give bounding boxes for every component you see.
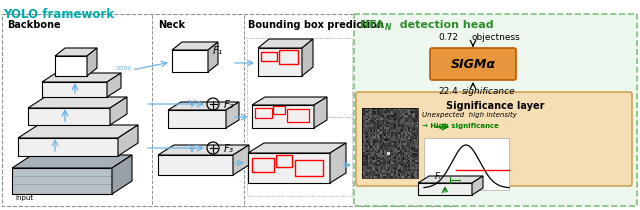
Bar (261, 52, 277, 61)
Polygon shape (107, 73, 121, 97)
Polygon shape (258, 48, 302, 76)
Polygon shape (226, 102, 239, 128)
Bar (273, 106, 285, 114)
Text: YOLO framework: YOLO framework (3, 8, 114, 21)
Polygon shape (252, 105, 314, 128)
Polygon shape (87, 48, 97, 76)
Text: F₂: F₂ (224, 100, 234, 110)
FancyBboxPatch shape (430, 48, 516, 80)
Text: detection head: detection head (392, 20, 493, 30)
Bar (362, 108, 418, 178)
Bar (279, 50, 298, 64)
Text: Backbone: Backbone (7, 20, 61, 30)
Polygon shape (418, 176, 483, 183)
Polygon shape (55, 56, 87, 76)
Bar (276, 155, 292, 167)
Polygon shape (168, 102, 239, 110)
Text: → High significance: → High significance (422, 123, 499, 129)
Text: input: input (15, 195, 33, 201)
Text: F₃: F₃ (224, 144, 234, 154)
Polygon shape (302, 39, 313, 76)
Text: Fᵢ: Fᵢ (435, 172, 442, 181)
Text: Neck: Neck (158, 20, 185, 30)
Polygon shape (208, 42, 218, 72)
Text: conv: conv (116, 65, 132, 71)
Polygon shape (172, 42, 218, 50)
Polygon shape (258, 39, 313, 48)
Polygon shape (248, 143, 346, 153)
Polygon shape (110, 97, 127, 125)
FancyBboxPatch shape (356, 92, 632, 186)
Polygon shape (118, 125, 138, 156)
Bar (255, 108, 272, 118)
Bar (287, 109, 309, 122)
Polygon shape (28, 97, 127, 108)
Polygon shape (172, 50, 208, 72)
Polygon shape (55, 48, 97, 56)
Text: Unexpected  high intensity: Unexpected high intensity (422, 112, 517, 118)
Text: SIGMα: SIGMα (451, 58, 495, 71)
Polygon shape (158, 145, 249, 155)
Polygon shape (248, 153, 330, 183)
Polygon shape (12, 155, 132, 168)
Text: 22.4: 22.4 (438, 87, 458, 96)
Polygon shape (18, 125, 138, 138)
Polygon shape (233, 145, 249, 175)
Polygon shape (472, 176, 483, 195)
Text: F₁: F₁ (213, 46, 223, 56)
Text: NFA: NFA (360, 20, 384, 30)
Bar (252, 158, 274, 172)
Polygon shape (12, 168, 112, 194)
Text: Significance layer: Significance layer (445, 101, 544, 111)
Text: N: N (385, 23, 392, 32)
FancyBboxPatch shape (354, 14, 637, 206)
Text: significance: significance (462, 87, 516, 96)
Polygon shape (158, 155, 233, 175)
Polygon shape (18, 138, 118, 156)
Text: 0.72: 0.72 (438, 33, 458, 42)
Polygon shape (42, 82, 107, 97)
Polygon shape (168, 110, 226, 128)
Polygon shape (252, 97, 327, 105)
Polygon shape (330, 143, 346, 183)
Polygon shape (314, 97, 327, 128)
Bar (295, 160, 323, 176)
Polygon shape (418, 183, 472, 195)
Polygon shape (42, 73, 121, 82)
Polygon shape (28, 108, 110, 125)
Bar (424, 138, 509, 190)
Polygon shape (112, 155, 132, 194)
Text: Bounding box prediction: Bounding box prediction (248, 20, 384, 30)
Text: objectness: objectness (472, 33, 521, 42)
